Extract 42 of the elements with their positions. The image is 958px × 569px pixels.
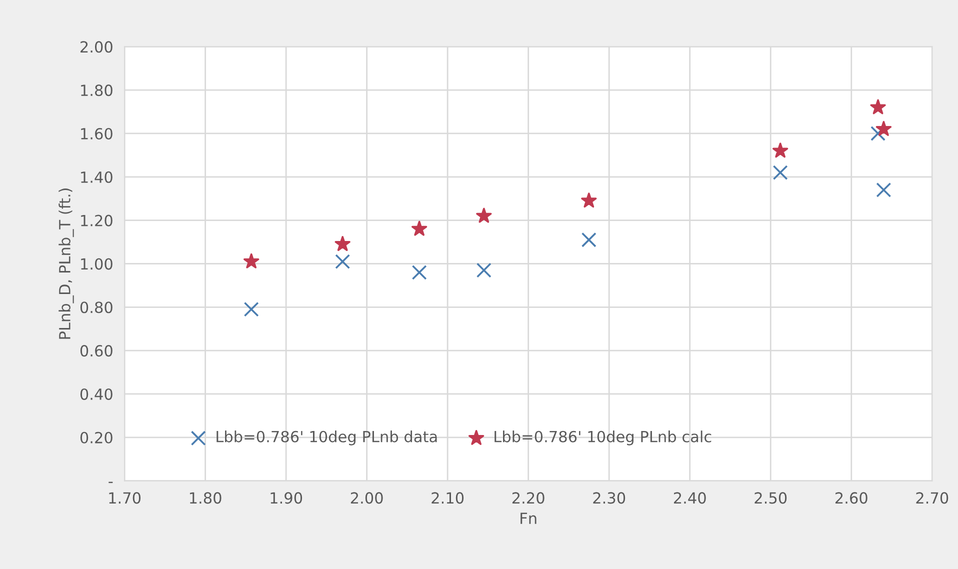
y-tick-label: 2.00	[80, 41, 112, 53]
y-axis-title: PLnb_D, PLnb_T (ft.)	[58, 188, 74, 339]
y-tick-label: 0.20	[80, 432, 112, 444]
y-tick-label: 0.40	[80, 388, 112, 400]
y-tick-label: 0.60	[80, 345, 112, 357]
point	[411, 220, 428, 236]
y-tick-label: 1.40	[81, 171, 112, 183]
point	[876, 120, 892, 136]
y-tick-label: 1.80	[81, 84, 112, 96]
point	[870, 99, 886, 114]
x-axis-title: Fn	[520, 512, 536, 524]
point	[876, 182, 892, 198]
x-tick-label: 2.70	[916, 492, 948, 504]
x-tick-label: 1.70	[109, 492, 141, 504]
x-tick-label: 1.80	[190, 492, 222, 504]
x-tick-label: 2.20	[512, 492, 544, 504]
point	[581, 192, 597, 208]
point	[772, 165, 788, 180]
point	[476, 208, 492, 223]
legend-label: Lbb=0.786' 10deg PLnb data	[216, 430, 437, 446]
point	[581, 232, 596, 248]
point	[334, 236, 350, 251]
x-tick-label: 2.40	[674, 492, 706, 504]
x-tick-label: 2.10	[432, 492, 464, 504]
x-tick-label: 2.60	[835, 492, 868, 504]
point	[244, 302, 259, 317]
x-tick-label: 2.50	[754, 492, 787, 504]
legend-label: Lbb=0.786' 10deg PLnb calc	[494, 430, 712, 446]
x-tick-label: 2.30	[593, 492, 626, 504]
point	[772, 142, 788, 158]
y-tick-label: -	[108, 482, 113, 484]
point	[412, 264, 427, 280]
point	[476, 262, 492, 278]
y-tick-label: 1.20	[81, 214, 112, 226]
y-tick-label: 1.00	[81, 258, 112, 270]
point	[244, 253, 260, 268]
y-tick-label: 0.80	[80, 302, 112, 314]
x-tick-label: 1.90	[270, 492, 302, 504]
y-tick-label: 1.60	[81, 128, 112, 140]
x-tick-label: 2.00	[350, 492, 383, 504]
point	[335, 254, 350, 270]
point	[870, 126, 886, 141]
